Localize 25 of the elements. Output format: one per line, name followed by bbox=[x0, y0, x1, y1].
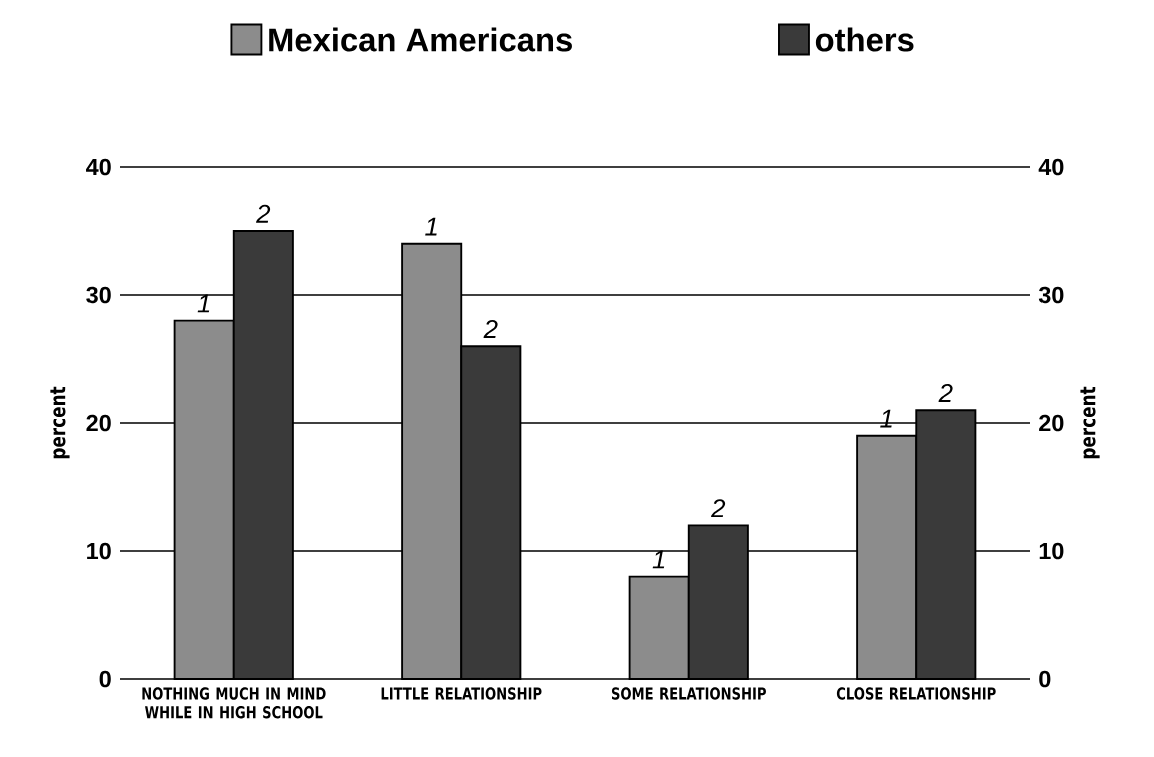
y-tick-label: 40 bbox=[86, 158, 111, 176]
annotation: 1 bbox=[425, 217, 437, 236]
x-tick-label: SOME RELATIONSHIP bbox=[611, 687, 766, 700]
legend-label: Mexican Americans bbox=[269, 27, 572, 52]
x-tick-label: LITTLE RELATIONSHIP bbox=[381, 687, 542, 700]
x-tick-label: CLOSE RELATIONSHIP bbox=[836, 687, 996, 700]
y2-axis-title: percent bbox=[1080, 386, 1100, 459]
y-tick-label: 20 bbox=[86, 414, 111, 432]
y2-tick-label: 20 bbox=[1039, 414, 1064, 432]
y2-tick-label: 30 bbox=[1038, 286, 1064, 304]
y-axis-title: percent bbox=[50, 386, 70, 459]
y2-tick-label: 10 bbox=[1039, 542, 1064, 560]
annotation: 1 bbox=[197, 294, 210, 313]
annotation: 1 bbox=[652, 550, 665, 569]
y2-tick-label: 40 bbox=[1038, 158, 1064, 176]
y2-tick-label: 0 bbox=[1039, 670, 1051, 688]
y-tick-label: 0 bbox=[99, 670, 111, 688]
annotation: 2 bbox=[938, 383, 953, 402]
annotation: 2 bbox=[483, 319, 498, 338]
y-tick-label: 10 bbox=[87, 542, 111, 560]
legend-label: others bbox=[815, 27, 914, 52]
annotation: 2 bbox=[256, 204, 271, 223]
annotation: 2 bbox=[711, 499, 726, 518]
x-tick-label: NOTHING MUCH IN MIND WHILE IN HIGH SCHOOL bbox=[142, 687, 326, 719]
y-tick-label: 30 bbox=[86, 286, 111, 304]
